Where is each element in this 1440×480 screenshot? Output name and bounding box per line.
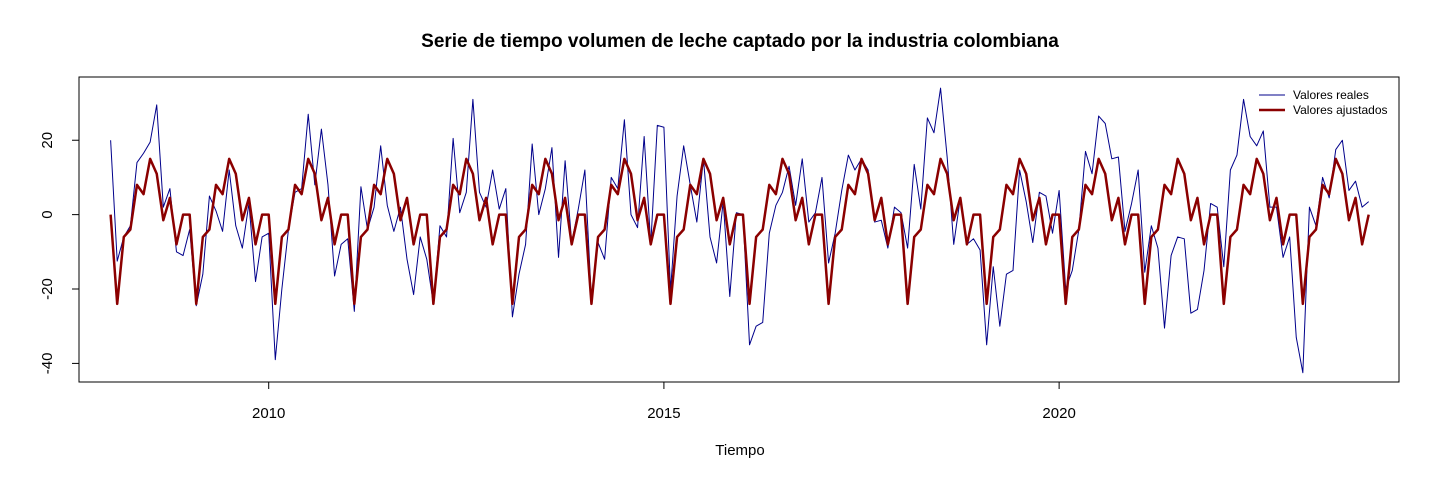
y-axis: -40 -20 0 20 xyxy=(39,132,80,375)
x-tick-label: 2015 xyxy=(647,405,680,422)
y-tick-label: 20 xyxy=(39,132,56,149)
legend-label-fitted: Valores ajustados xyxy=(1293,103,1388,117)
x-axis: 2010 2015 2020 xyxy=(252,381,1076,422)
y-tick-label: 0 xyxy=(39,210,56,218)
series-group xyxy=(109,87,1370,374)
legend: Valores reales Valores ajustados xyxy=(1259,88,1388,117)
y-tick-label: -40 xyxy=(39,353,56,375)
chart-title: Serie de tiempo volumen de leche captado… xyxy=(421,31,1059,52)
x-axis-label: Tiempo xyxy=(715,442,764,459)
legend-label-real: Valores reales xyxy=(1293,88,1369,102)
y-tick-label: -20 xyxy=(39,278,56,300)
x-tick-label: 2020 xyxy=(1042,405,1075,422)
series-line-fitted xyxy=(109,157,1370,306)
x-tick-label: 2010 xyxy=(252,405,285,422)
series-line-real xyxy=(110,87,1370,374)
